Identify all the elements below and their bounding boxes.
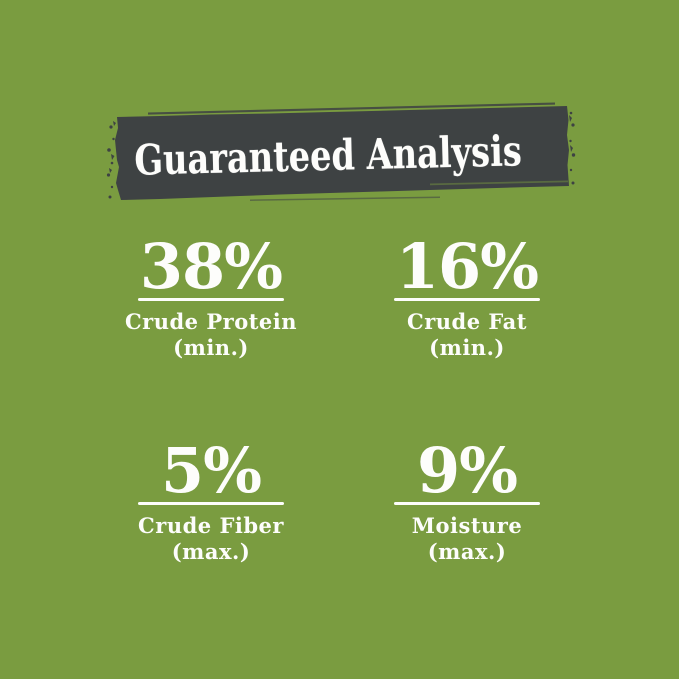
- stat-crude-fat: 16% Crude Fat (min.): [339, 228, 595, 432]
- stat-value: 9%: [416, 434, 518, 507]
- divider-line: [394, 502, 540, 505]
- title-banner: Guaranteed Analysis: [100, 95, 580, 210]
- stat-moisture: 9% Moisture (max.): [339, 432, 595, 636]
- stat-label: Crude Fiber: [138, 513, 284, 538]
- stat-label: Crude Protein: [124, 309, 298, 334]
- stat-crude-protein: 38% Crude Protein (min.): [83, 228, 339, 432]
- stat-value: 5%: [160, 434, 262, 507]
- stat-qualifier: (min.): [429, 335, 505, 360]
- stats-grid: 38% Crude Protein (min.) 16% Crude Fat (…: [83, 228, 595, 636]
- stat-qualifier: (min.): [173, 335, 249, 360]
- stat-qualifier: (max.): [171, 539, 251, 564]
- stat-qualifier: (max.): [427, 539, 507, 564]
- divider-line: [138, 298, 284, 301]
- stat-label: Crude Fat: [407, 309, 527, 334]
- divider-line: [394, 298, 540, 301]
- divider-line: [138, 502, 284, 505]
- stat-value: 16%: [395, 230, 539, 303]
- stat-value: 38%: [139, 230, 283, 303]
- stat-crude-fiber: 5% Crude Fiber (max.): [83, 432, 339, 636]
- brush-stroke-banner-shape: [106, 102, 576, 201]
- stat-label: Moisture: [411, 513, 523, 538]
- section-title: Guaranteed Analysis: [133, 126, 523, 185]
